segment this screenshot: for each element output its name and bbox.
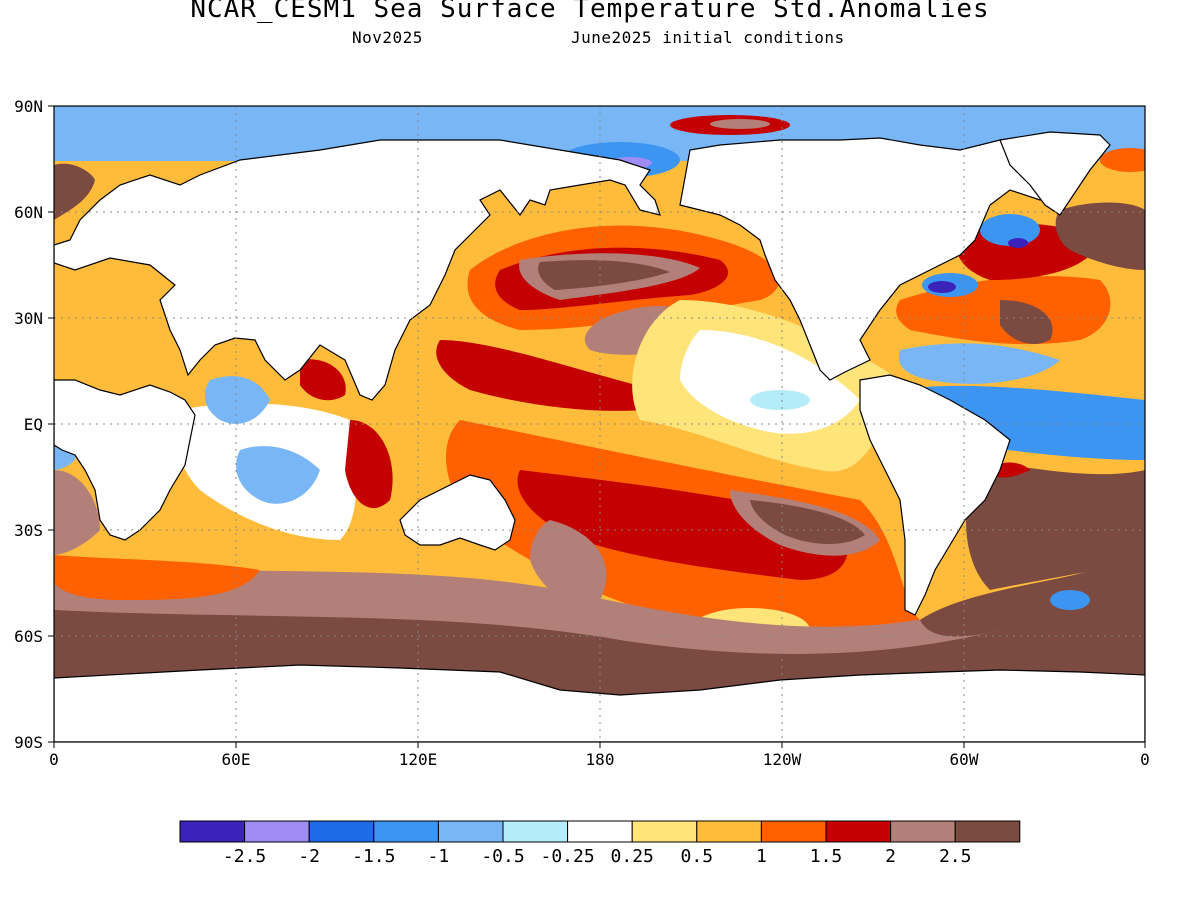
south-america-landmass [859,374,1011,616]
antarctica-landmass [54,664,1145,742]
lon-label: 120W [763,750,802,769]
lon-label: 60E [222,750,251,769]
latitude-labels: 90N 60N 30N EQ 30S 60S 90S [14,97,43,752]
longitude-labels: 0 60E 120E 180 120W 60W 0 [49,750,1150,769]
lon-label: 180 [586,750,615,769]
lat-label: EQ [24,415,43,434]
valid-month-label: Nov2025 [352,28,423,47]
lat-label: 90S [14,733,43,752]
colorbar-swatch [954,820,1021,843]
north-america-landmass [679,134,1101,381]
colorbar-label: -0.5 [481,846,524,867]
colorbar-label: -2 [298,846,320,867]
colorbar-swatch [890,820,956,843]
lon-label: 0 [49,750,59,769]
land-masses [54,131,1145,742]
colorbar-swatch [760,820,827,843]
tick-marks [48,105,1146,748]
colorbar-swatch [567,820,633,843]
colorbar-label: 1.5 [810,846,843,867]
lat-label: 60S [14,627,43,646]
lon-label: 60W [950,750,979,769]
colorbar-label: -0.25 [541,846,595,867]
init-conditions-label: June2025 initial conditions [571,28,845,47]
lat-label: 30S [14,521,43,540]
australia-landmass [399,474,516,551]
colorbar-label: 0.25 [611,846,654,867]
colorbar-label: -1.5 [352,846,395,867]
colorbar-label: 0.5 [681,846,714,867]
colorbar-swatch [631,820,698,843]
colorbar-swatch [373,820,439,843]
colorbar-swatch [437,820,504,843]
gridlines [54,106,1145,742]
lat-label: 90N [14,97,43,116]
colorbar-swatch [696,820,762,843]
lat-label: 60N [14,203,43,222]
greenland-landmass [999,131,1111,216]
lat-label: 30N [14,309,43,328]
colorbar-label: 1 [756,846,767,867]
colorbar: -2.5 -2 -1.5 -1 -0.5 -0.25 0.25 0.5 1 1.5 2 2.5 [179,820,1021,867]
eurasia-landmass [54,139,661,401]
colorbar-swatch [502,820,569,843]
africa-landmass [54,379,196,541]
colorbar-label: -1 [428,846,450,867]
colorbar-swatch [308,820,375,843]
chart-title: NCAR_CESM1 Sea Surface Temperature Std.A… [190,0,990,24]
lon-label: 0 [1140,750,1150,769]
colorbar-label: 2 [885,846,896,867]
colorbar-swatch [179,820,246,843]
colorbar-label: -2.5 [223,846,266,867]
lon-label: 120E [399,750,438,769]
colorbar-swatch [244,820,310,843]
colorbar-swatch [825,820,892,843]
colorbar-label: 2.5 [939,846,972,867]
